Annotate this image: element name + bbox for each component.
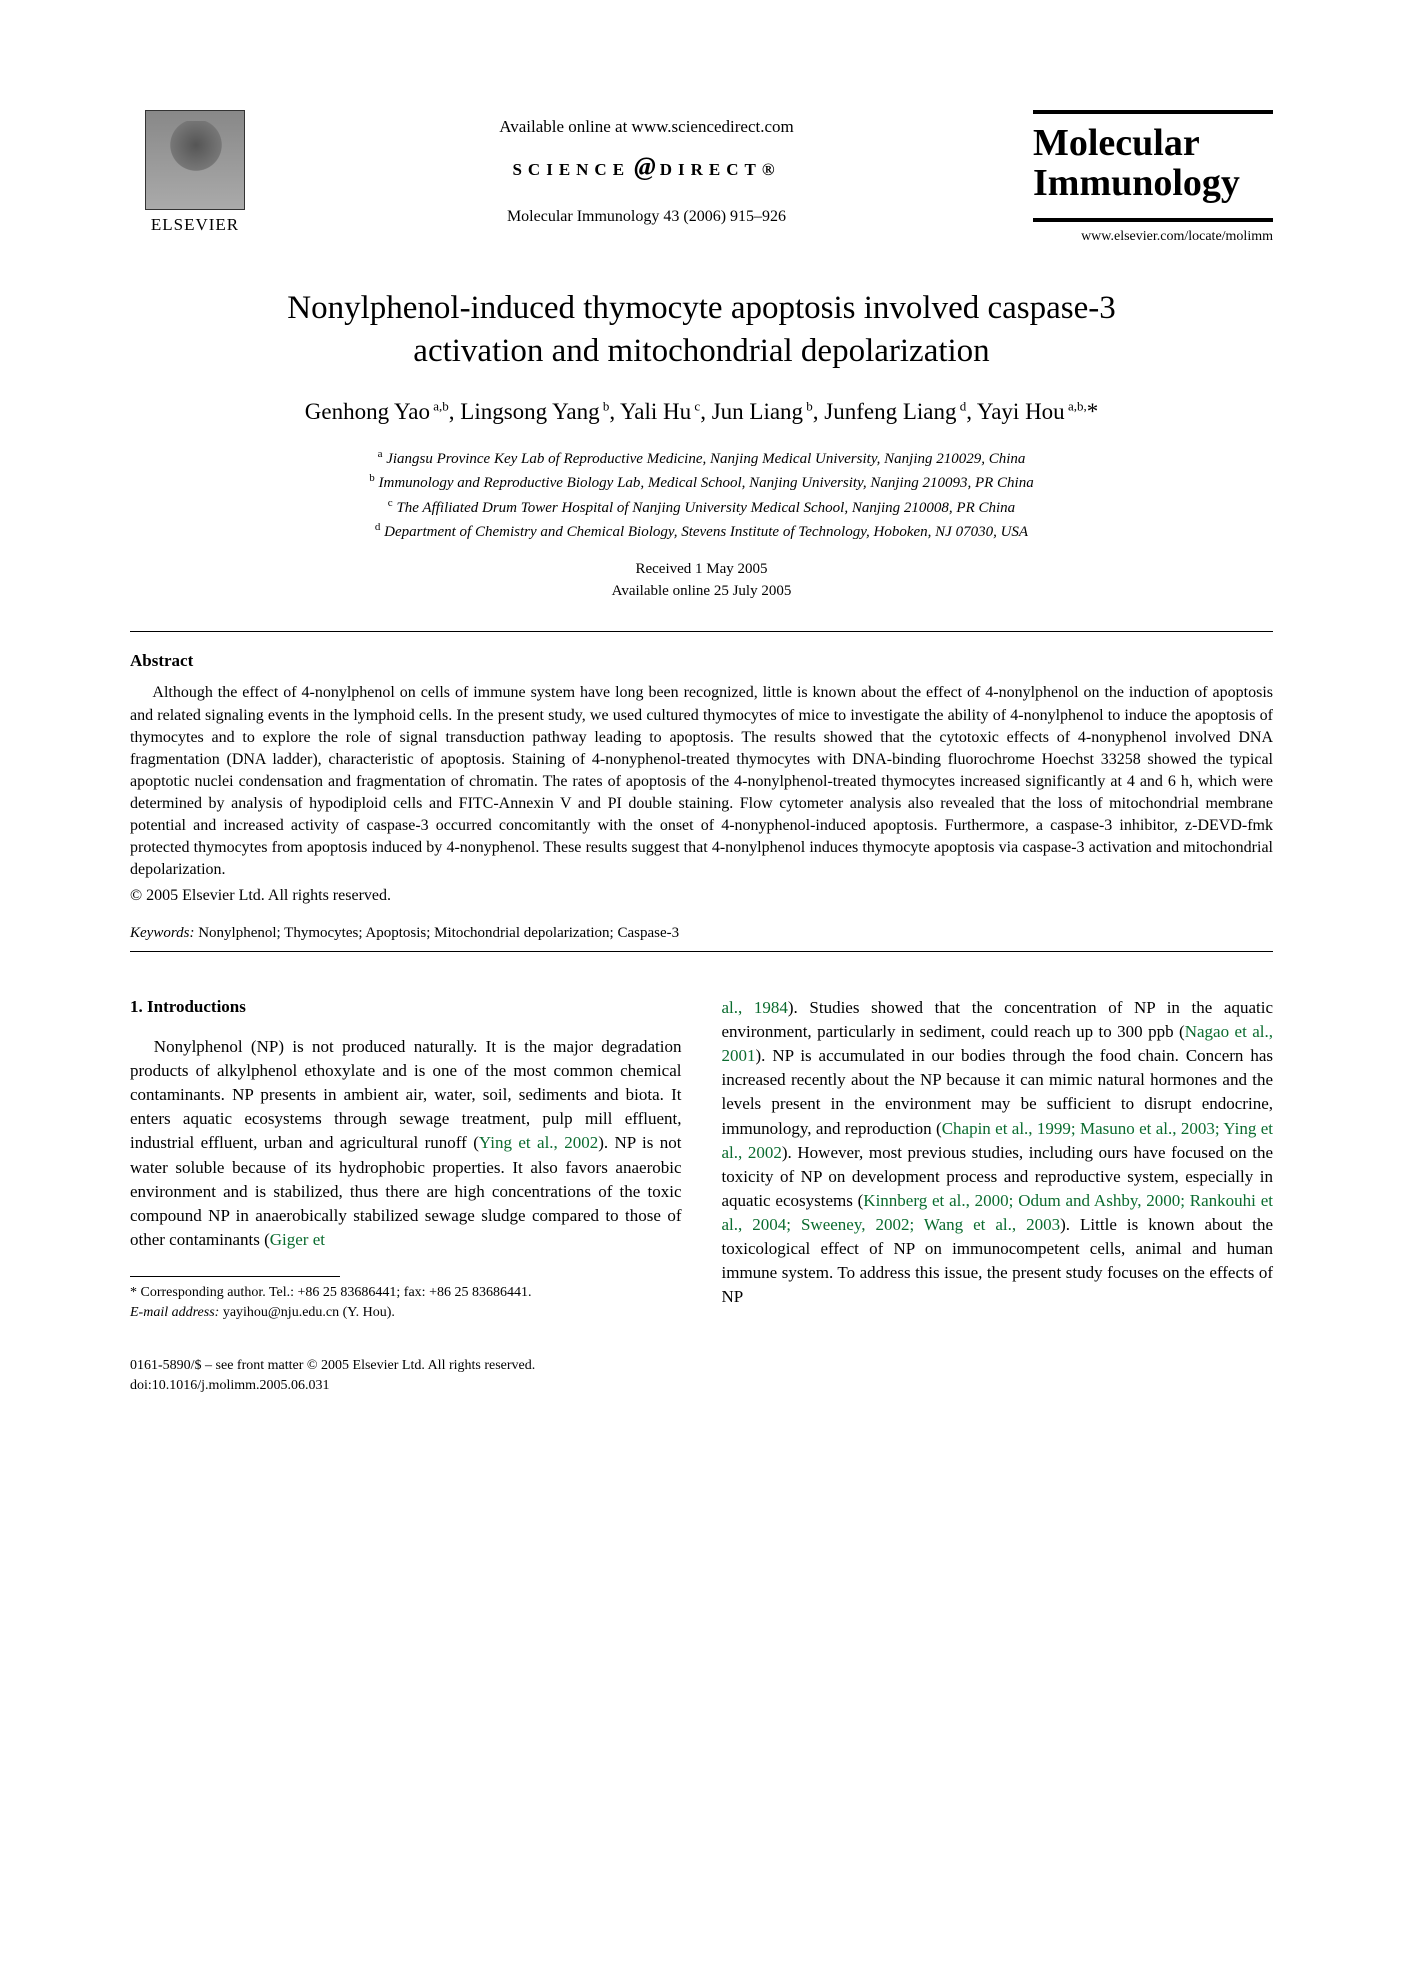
affiliation-a: a Jiangsu Province Key Lab of Reproducti… [130, 446, 1273, 471]
available-online-text: Available online at www.sciencedirect.co… [260, 116, 1033, 139]
corresponding-line: * Corresponding author. Tel.: +86 25 836… [130, 1283, 682, 1303]
affiliation-d: d Department of Chemistry and Chemical B… [130, 519, 1273, 544]
journal-title-line2: Immunology [1033, 164, 1273, 204]
intro-paragraph-left: Nonylphenol (NP) is not produced natural… [130, 1035, 682, 1252]
sd-logo-left: SCIENCE [512, 160, 630, 179]
publisher-logo-block: ELSEVIER [130, 110, 260, 237]
affiliation-c: c The Affiliated Drum Tower Hospital of … [130, 495, 1273, 520]
article-title: Nonylphenol-induced thymocyte apoptosis … [252, 287, 1152, 373]
affiliations: a Jiangsu Province Key Lab of Reproducti… [130, 446, 1273, 544]
sd-logo-right: DIRECT® [660, 160, 781, 179]
keywords-list: Nonylphenol; Thymocytes; Apoptosis; Mito… [198, 925, 679, 941]
sd-logo-at-icon: @ [634, 152, 656, 181]
citation: Giger et [270, 1230, 325, 1249]
available-online-date: Available online 25 July 2005 [130, 580, 1273, 603]
column-right: al., 1984). Studies showed that the conc… [722, 996, 1274, 1322]
author-list: Genhong Yao a,b, Lingsong Yang b, Yali H… [130, 396, 1273, 427]
journal-title-line1: Molecular [1033, 124, 1273, 164]
keywords-label: Keywords: [130, 925, 194, 941]
article-dates: Received 1 May 2005 Available online 25 … [130, 558, 1273, 603]
corresponding-author-footnote: * Corresponding author. Tel.: +86 25 836… [130, 1283, 682, 1322]
received-date: Received 1 May 2005 [130, 558, 1273, 581]
sciencedirect-logo: SCIENCE@DIRECT® [260, 149, 1033, 184]
issn-line: 0161-5890/$ – see front matter © 2005 El… [130, 1356, 1273, 1376]
rule-top [130, 631, 1273, 632]
journal-url: www.elsevier.com/locate/molimm [1033, 228, 1273, 247]
keywords-line: Keywords: Nonylphenol; Thymocytes; Apopt… [130, 923, 1273, 943]
rule-bottom [130, 951, 1273, 952]
column-left: 1. Introductions Nonylphenol (NP) is not… [130, 996, 682, 1322]
abstract-heading: Abstract [130, 650, 1273, 673]
footnote-rule [130, 1276, 340, 1277]
abstract-body: Although the effect of 4-nonylphenol on … [130, 682, 1273, 881]
email-label: E-mail address: [130, 1305, 219, 1320]
email-line: E-mail address: yayihou@nju.edu.cn (Y. H… [130, 1303, 682, 1323]
section-1-heading: 1. Introductions [130, 996, 682, 1019]
publisher-name: ELSEVIER [130, 214, 260, 237]
journal-title-box: Molecular Immunology [1033, 110, 1273, 222]
doi-line: doi:10.1016/j.molimm.2005.06.031 [130, 1376, 1273, 1396]
abstract-copyright: © 2005 Elsevier Ltd. All rights reserved… [130, 885, 1273, 907]
email-address: yayihou@nju.edu.cn (Y. Hou). [223, 1305, 395, 1320]
center-header: Available online at www.sciencedirect.co… [260, 110, 1033, 228]
affiliation-b: b Immunology and Reproductive Biology La… [130, 470, 1273, 495]
intro-paragraph-right: al., 1984). Studies showed that the conc… [722, 996, 1274, 1310]
elsevier-tree-icon [145, 110, 245, 210]
footer-block: 0161-5890/$ – see front matter © 2005 El… [130, 1356, 1273, 1395]
body-columns: 1. Introductions Nonylphenol (NP) is not… [130, 996, 1273, 1322]
journal-reference: Molecular Immunology 43 (2006) 915–926 [260, 206, 1033, 228]
citation: al., 1984 [722, 998, 788, 1017]
citation: Ying et al., 2002 [479, 1133, 598, 1152]
journal-title-block: Molecular Immunology www.elsevier.com/lo… [1033, 110, 1273, 247]
journal-header: ELSEVIER Available online at www.science… [130, 110, 1273, 247]
